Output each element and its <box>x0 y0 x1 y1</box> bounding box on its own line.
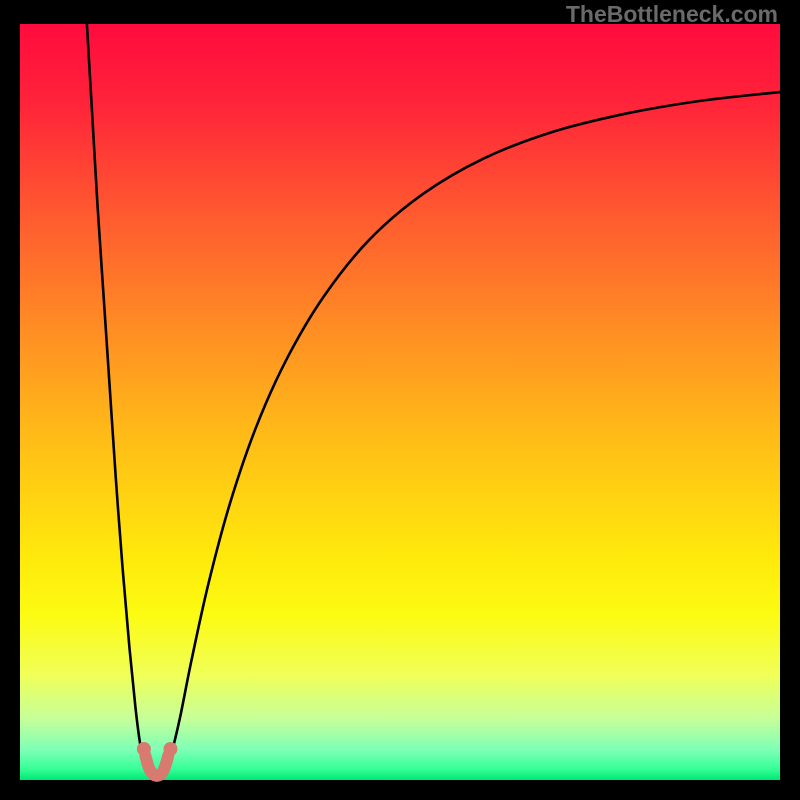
valley-endpoint-dot-0 <box>137 742 151 756</box>
valley-endpoint-dot-1 <box>163 742 177 756</box>
plot-background <box>20 24 780 780</box>
bottleneck-chart <box>0 0 800 800</box>
chart-frame: TheBottleneck.com <box>0 0 800 800</box>
